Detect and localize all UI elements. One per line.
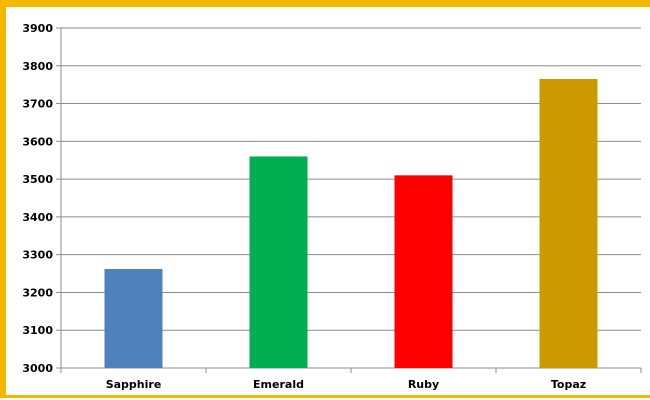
y-axis: 3000 3100 3200 3300 3400 3500 3600 3700 3800 3900 (22, 22, 62, 375)
bars (104, 79, 598, 368)
y-tick-label: 3900 (22, 22, 53, 35)
x-tick-label: Emerald (253, 378, 304, 391)
y-tick-label: 3600 (22, 135, 53, 148)
bar-topaz (539, 79, 598, 368)
bar-emerald (249, 156, 308, 368)
y-tick-label: 3500 (22, 173, 53, 186)
y-tick-label: 3800 (22, 60, 53, 73)
y-tick-label: 3700 (22, 98, 53, 111)
bar-ruby (394, 175, 453, 368)
y-tick-label: 3100 (22, 324, 53, 337)
x-tick-label: Topaz (551, 378, 586, 391)
y-tick-label: 3400 (22, 211, 53, 224)
x-tick-label: Sapphire (106, 378, 162, 391)
x-tick-label: Ruby (408, 378, 439, 391)
bar-sapphire (104, 269, 163, 368)
x-axis: Sapphire Emerald Ruby Topaz (60, 368, 642, 391)
y-tick-label: 3000 (22, 362, 53, 375)
bar-chart: 3000 3100 3200 3300 3400 3500 3600 3700 3800 3900… (22, 22, 642, 391)
y-tick-label: 3200 (22, 286, 53, 299)
y-tick-label: 3300 (22, 249, 53, 262)
